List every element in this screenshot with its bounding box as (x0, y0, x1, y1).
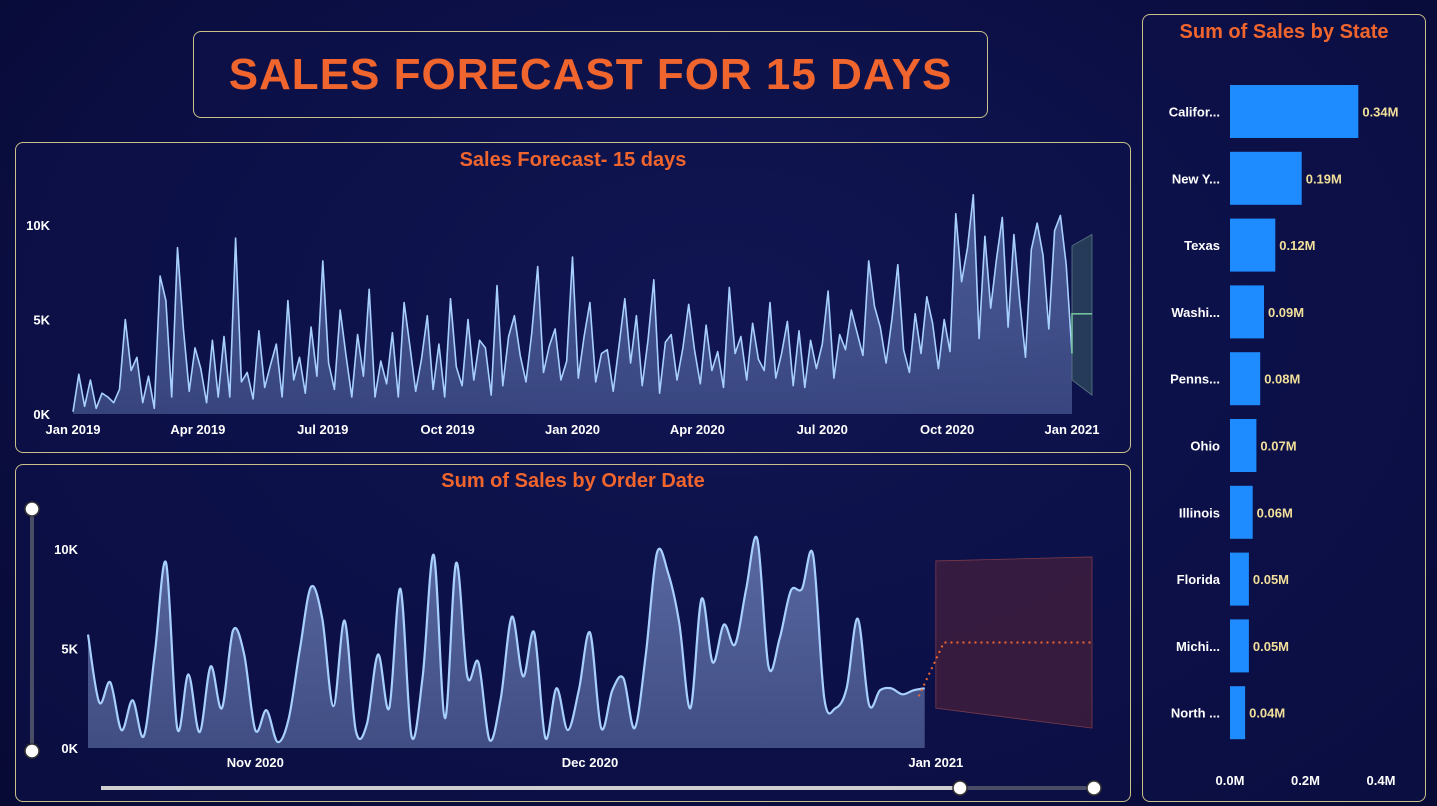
y-tick-label: 0K (33, 407, 50, 422)
state-chart-panel[interactable]: Sum of Sales by State Califor... 0.34M New… (1142, 14, 1426, 802)
x-tick-label: Jan 2021 (908, 755, 963, 770)
data-label: 0.07M (1260, 439, 1296, 454)
data-label: 0.06M (1257, 505, 1293, 520)
title-card: SALES FORECAST FOR 15 DAYS (193, 31, 988, 118)
forecast-line-chart[interactable]: 0K 5K 10K Jan 2019 Apr 2019 Jul 2019 Oct 2019 J… (16, 143, 1132, 454)
category-label: Washi... (1171, 305, 1220, 320)
x-tick-label: Oct 2020 (920, 422, 974, 437)
chart-title: Sum of Sales by Order Date (441, 470, 705, 492)
category-label: New Y... (1172, 171, 1220, 186)
state-bar[interactable] (1230, 485, 1253, 539)
order-date-chart-panel[interactable]: Sum of Sales by Order Date 0K 5K 10K Nov 20… (15, 464, 1131, 802)
horizontal-slider-left-handle[interactable] (952, 780, 968, 796)
category-label: Penns... (1170, 372, 1220, 387)
state-bar-chart[interactable]: Califor... 0.34M New Y... 0.19M Texas 0.12M Wa… (1143, 15, 1427, 803)
x-tick-label: Dec 2020 (562, 755, 618, 770)
category-label: Illinois (1179, 505, 1220, 520)
y-tick-label: 0K (61, 741, 78, 756)
sales-area (73, 194, 1072, 414)
order-date-area-chart[interactable]: 0K 5K 10K Nov 2020 Dec 2020 Jan 2021 (16, 465, 1132, 803)
x-tick-label: Jan 2020 (545, 422, 600, 437)
category-label: North ... (1171, 706, 1220, 721)
state-bar[interactable] (1230, 419, 1257, 472)
state-bar[interactable] (1230, 285, 1264, 339)
forecast-line[interactable] (1071, 313, 1092, 354)
sales-line[interactable] (72, 194, 1073, 412)
x-tick-label: Apr 2020 (670, 422, 725, 437)
data-label: 0.05M (1253, 572, 1289, 587)
state-bar[interactable] (1230, 85, 1359, 138)
chart-title: Sum of Sales by State (1179, 21, 1389, 43)
x-tick-label: Jan 2021 (1045, 422, 1100, 437)
state-bar[interactable] (1230, 352, 1261, 406)
state-bar[interactable] (1230, 619, 1249, 673)
chart-title: Sales Forecast- 15 days (459, 149, 687, 171)
x-tick-label: Jul 2019 (297, 422, 348, 437)
x-tick-label: Jan 2019 (46, 422, 101, 437)
data-label: 0.19M (1306, 171, 1342, 186)
data-label: 0.34M (1362, 105, 1398, 120)
y-tick-label: 10K (54, 542, 78, 557)
state-bar[interactable] (1230, 552, 1249, 606)
sales-area (88, 536, 925, 748)
vertical-slider-bottom-handle[interactable] (24, 743, 40, 759)
x-tick-label: Nov 2020 (227, 755, 284, 770)
forecast-confidence-band (935, 556, 1093, 729)
y-tick-label: 5K (61, 642, 78, 657)
horizontal-slider-right-handle[interactable] (1086, 780, 1102, 796)
data-label: 0.08M (1264, 372, 1300, 387)
x-tick-label: Oct 2019 (421, 422, 475, 437)
forecast-confidence-band (1071, 233, 1093, 396)
category-label: Michi... (1176, 639, 1220, 654)
x-tick-label: Apr 2019 (170, 422, 225, 437)
state-bar[interactable] (1230, 151, 1302, 205)
x-tick-label: 0.2M (1291, 773, 1320, 788)
forecast-chart-panel[interactable]: Sales Forecast- 15 days 0K 5K 10K Jan 2019 A… (15, 142, 1131, 453)
category-label: Ohio (1190, 439, 1220, 454)
page-title: SALES FORECAST FOR 15 DAYS (228, 50, 953, 99)
vertical-slider-top-handle[interactable] (24, 501, 40, 517)
category-label: Califor... (1169, 105, 1220, 120)
x-tick-label: 0.0M (1216, 773, 1245, 788)
x-tick-label: Jul 2020 (797, 422, 848, 437)
data-label: 0.12M (1279, 238, 1315, 253)
y-tick-label: 5K (33, 313, 50, 328)
data-label: 0.09M (1268, 305, 1304, 320)
sales-line[interactable] (86, 535, 925, 744)
category-label: Florida (1177, 572, 1221, 587)
data-label: 0.05M (1253, 639, 1289, 654)
state-bar[interactable] (1230, 686, 1246, 740)
data-label: 0.04M (1249, 706, 1285, 721)
x-tick-label: 0.4M (1367, 773, 1396, 788)
y-tick-label: 10K (26, 218, 50, 233)
category-label: Texas (1184, 238, 1220, 253)
forecast-line[interactable] (917, 641, 1092, 697)
state-bar[interactable] (1230, 218, 1276, 272)
